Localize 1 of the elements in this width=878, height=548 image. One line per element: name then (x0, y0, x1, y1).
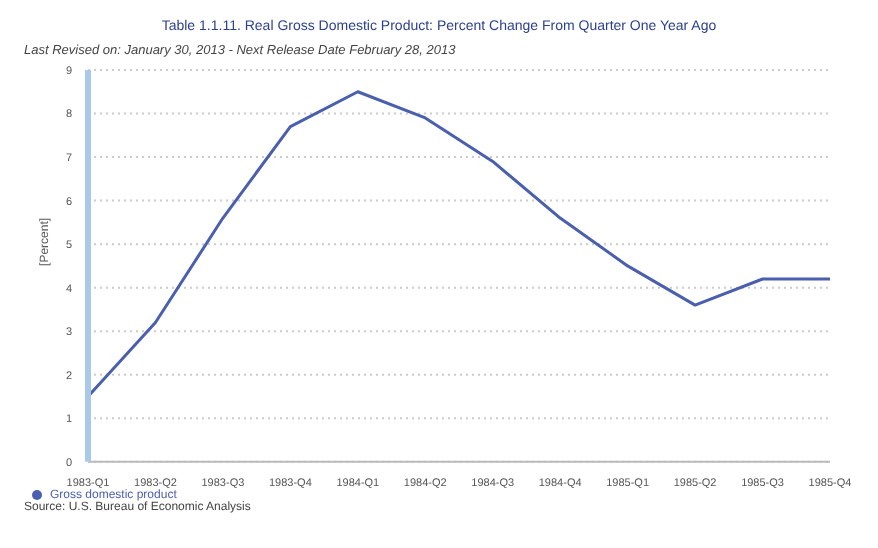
line-series (86, 90, 832, 399)
